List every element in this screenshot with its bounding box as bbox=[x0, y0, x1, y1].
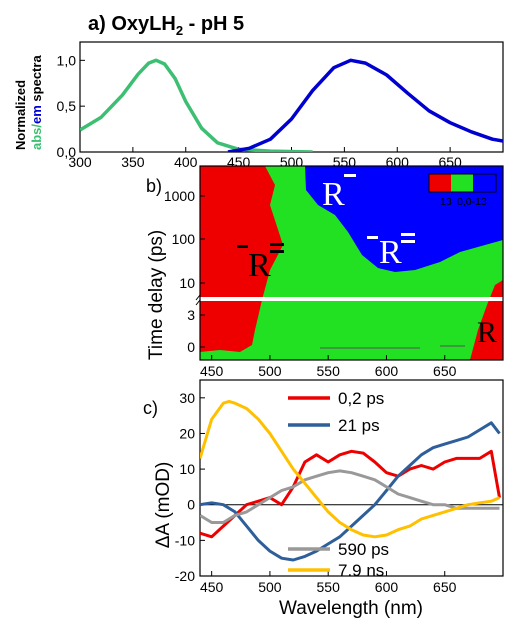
series-line-21-ps bbox=[200, 421, 501, 562]
x-tick-label: 300 bbox=[68, 154, 92, 170]
label-r-dianion-right-charge bbox=[401, 240, 415, 243]
y-tick-label: 30 bbox=[179, 390, 195, 406]
x-tick-label: 550 bbox=[317, 363, 341, 379]
panel-c-legend: 0,2 ps 21 ps 590 ps 7.9 ns bbox=[288, 389, 389, 580]
panel-c-ylabel: ΔA (mOD) bbox=[153, 462, 174, 549]
label-r-dianion-right-charge bbox=[367, 236, 378, 239]
panel-c-axes: 450 500 550 600 650 -20 -10 0 10 20 30 bbox=[175, 390, 457, 595]
series-line-590-ps bbox=[200, 469, 500, 524]
heatmap-legend: 13 0,0-13 bbox=[428, 173, 497, 208]
x-tick-label: 500 bbox=[258, 579, 282, 595]
y-tick-label: 3 bbox=[187, 307, 195, 323]
label-r-dianion-left-charge bbox=[270, 243, 284, 246]
panel-b-frame bbox=[199, 165, 504, 361]
panel-a-series bbox=[80, 58, 503, 152]
x-tick-label: 600 bbox=[375, 363, 399, 379]
panel-b-ylabel: Time delay (ps) bbox=[146, 230, 167, 360]
svg-text:abs/em spectra: abs/em spectra bbox=[29, 55, 44, 150]
y-tick-label: 10 bbox=[179, 275, 195, 291]
x-tick-label: 600 bbox=[375, 579, 399, 595]
x-tick-label: 450 bbox=[200, 363, 224, 379]
panel-b-axes: 0 3 10 100 1000 450 500 550 600 650 bbox=[164, 188, 457, 379]
label-r-anion: R bbox=[322, 176, 345, 213]
y-tick-label: 0 bbox=[187, 339, 195, 355]
species-labels: R R R R bbox=[237, 174, 497, 349]
label-r-dianion-left-charge bbox=[237, 245, 248, 248]
series-line-green bbox=[80, 58, 313, 152]
x-tick-label: 650 bbox=[433, 579, 457, 595]
legend-swatch-blue bbox=[473, 174, 496, 192]
legend-label: 21 ps bbox=[338, 416, 380, 435]
y-tick-label: 10 bbox=[179, 461, 195, 477]
legend-swatch-green bbox=[451, 174, 473, 192]
y-tick-label: 0 bbox=[187, 497, 195, 513]
label-r-dianion-left-charge bbox=[270, 250, 284, 253]
panel-a-ylabel: Normalized abs/em spectra bbox=[13, 55, 44, 150]
x-tick-label: 650 bbox=[433, 363, 457, 379]
y-tick-label: 1,0 bbox=[57, 52, 77, 68]
panel-a-frame bbox=[79, 41, 504, 153]
y-tick-label: 0,0 bbox=[57, 144, 77, 160]
x-tick-label: 350 bbox=[121, 154, 145, 170]
y-tick-label: 1000 bbox=[164, 188, 195, 204]
y-tick-label: 0,5 bbox=[57, 98, 77, 114]
legend-label-range: 0,0-13 bbox=[457, 196, 487, 208]
series-line-blue bbox=[227, 58, 503, 152]
x-tick-label: 400 bbox=[174, 154, 198, 170]
x-tick-label: 500 bbox=[258, 363, 282, 379]
legend-label: 590 ps bbox=[338, 540, 389, 559]
axis-break-mark bbox=[195, 294, 201, 306]
panel-c-frame bbox=[199, 379, 504, 577]
legend-label: 7.9 ns bbox=[338, 561, 384, 580]
heatmap-red-region-left bbox=[200, 166, 283, 352]
label-r-dianion-right: R bbox=[379, 234, 402, 271]
legend-swatch-red bbox=[429, 174, 451, 192]
series-line-0-2-ps bbox=[200, 449, 501, 539]
legend-label: 0,2 ps bbox=[338, 389, 384, 408]
y-tick-label: 100 bbox=[172, 231, 196, 247]
series-line-7-9-ns bbox=[200, 399, 501, 539]
panel-a-title: a) OxyLH2 - pH 5 bbox=[88, 13, 244, 38]
y-tick-label: -20 bbox=[175, 568, 195, 584]
y-tick-label: 20 bbox=[179, 425, 195, 441]
label-r-anion-charge bbox=[344, 174, 356, 177]
panel-b-label: b) bbox=[146, 176, 162, 196]
label-r-dianion-left: R bbox=[248, 247, 271, 284]
legend-frame bbox=[428, 173, 497, 193]
x-tick-label: 450 bbox=[200, 579, 224, 595]
svg-text:Normalized: Normalized bbox=[13, 80, 28, 150]
label-r-dianion-right-charge bbox=[401, 233, 415, 236]
x-tick-label: 550 bbox=[317, 579, 341, 595]
legend-label-13: 13 bbox=[440, 196, 452, 208]
panel-c-xlabel: Wavelength (nm) bbox=[279, 598, 423, 619]
panel-c-series bbox=[200, 399, 503, 562]
panel-c-label: c) bbox=[143, 398, 158, 418]
label-r-neutral: R bbox=[477, 316, 497, 349]
heatmap bbox=[200, 166, 503, 360]
y-tick-label: -10 bbox=[175, 532, 195, 548]
